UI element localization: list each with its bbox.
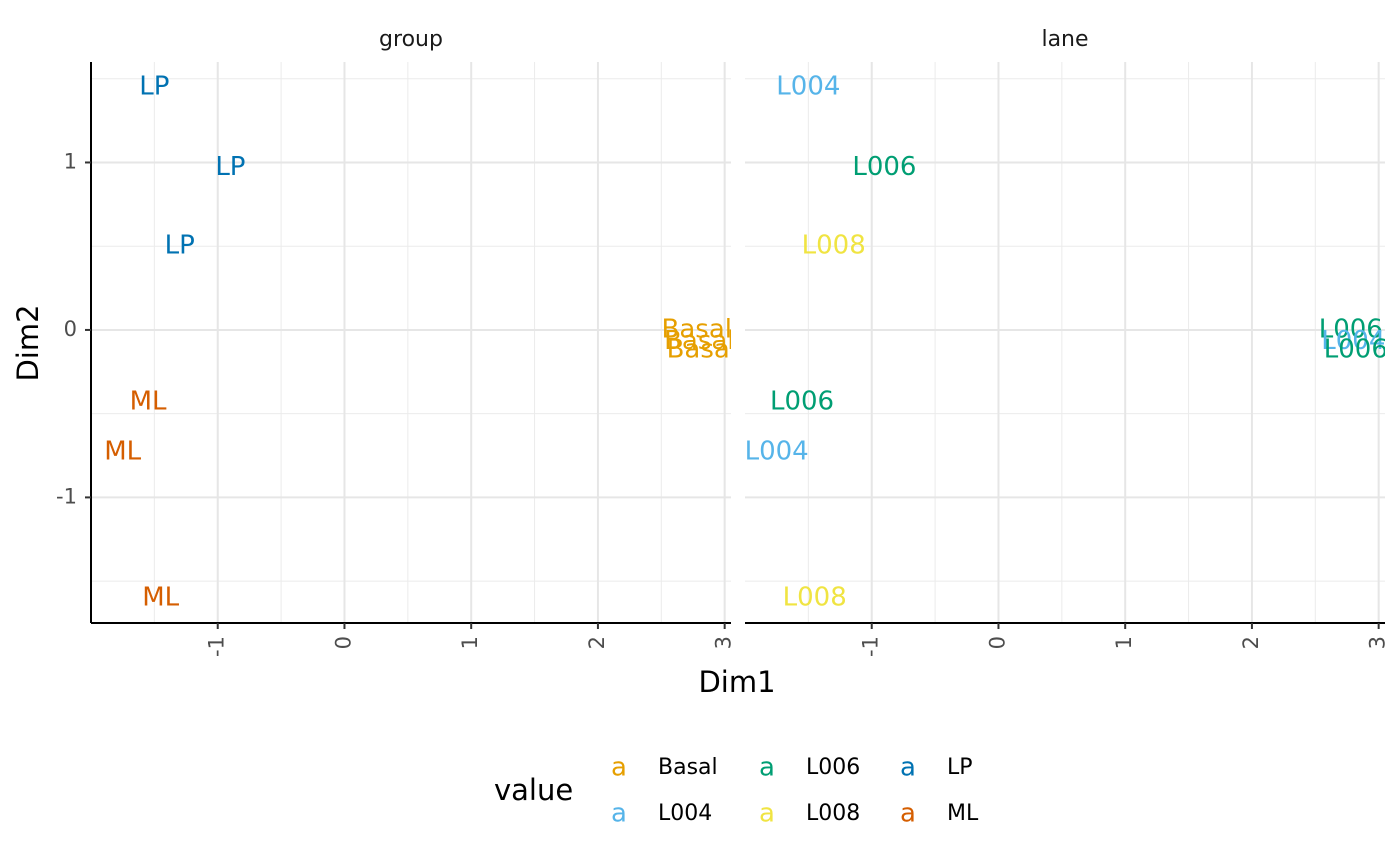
legend-label: L008: [806, 801, 860, 826]
point-label: LP: [165, 231, 195, 261]
x-tick-label: 1: [458, 636, 482, 649]
point-label: L008: [802, 231, 866, 261]
y-axis-title: Dim2: [11, 304, 45, 381]
legend-title: value: [494, 773, 573, 807]
point-label: L006: [770, 386, 834, 416]
legend-label: L006: [806, 755, 860, 780]
x-tick-label: 3: [712, 636, 736, 649]
point-label: L004: [745, 437, 809, 467]
point-label: Basal: [667, 335, 737, 365]
x-tick-label: 0: [985, 636, 1009, 649]
legend-label: ML: [947, 801, 979, 826]
point-label: L004: [776, 72, 840, 102]
point-label: ML: [130, 386, 167, 416]
x-tick-label: -1: [859, 636, 883, 657]
legend-item: a L008: [759, 799, 860, 829]
legend-key: a: [900, 799, 916, 829]
x-tick-label: 2: [1239, 636, 1263, 649]
x-tick-label: -1: [205, 636, 229, 657]
point-label: Basal: [662, 314, 732, 344]
x-tick-label: 2: [585, 636, 609, 649]
point-label: LP: [139, 72, 169, 102]
legend-key: a: [900, 753, 916, 783]
point-label: LP: [215, 152, 245, 182]
legend-label: LP: [947, 755, 973, 780]
point-label: L004: [1321, 326, 1385, 356]
legend-key: a: [759, 753, 775, 783]
x-tick-label: 1: [1112, 636, 1136, 649]
legend-key: a: [759, 799, 775, 829]
x-tick-label: 0: [331, 636, 355, 649]
legend-item: a L004: [611, 799, 712, 829]
legend-label: L004: [658, 801, 712, 826]
legend: value a Basal a L004 a L006 a L008 a LP a ML: [494, 753, 979, 829]
point-label: L006: [852, 152, 916, 182]
point-label: L006: [1319, 314, 1383, 344]
legend-item: a LP: [900, 753, 973, 783]
x-tick-label: 3: [1366, 636, 1390, 649]
panel-title: group: [379, 27, 443, 52]
point-label: L008: [783, 582, 847, 612]
legend-item: a Basal: [611, 753, 718, 783]
y-tick-label: 0: [64, 317, 77, 341]
point-label: ML: [104, 437, 141, 467]
legend-key: a: [611, 753, 627, 783]
legend-label: Basal: [658, 755, 718, 780]
x-axis-title: Dim1: [698, 665, 775, 699]
y-tick-label: 1: [64, 149, 77, 173]
panel-lane: laneL004L006L008L006L004L006L006L004L008…: [745, 27, 1390, 657]
legend-item: a L006: [759, 753, 860, 783]
point-label: L006: [1324, 335, 1388, 365]
legend-key: a: [611, 799, 627, 829]
point-label: Basal: [664, 326, 734, 356]
legend-item: a ML: [900, 799, 979, 829]
point-label: ML: [142, 582, 179, 612]
y-tick-label: -1: [56, 484, 77, 508]
panel-title: lane: [1041, 27, 1088, 52]
